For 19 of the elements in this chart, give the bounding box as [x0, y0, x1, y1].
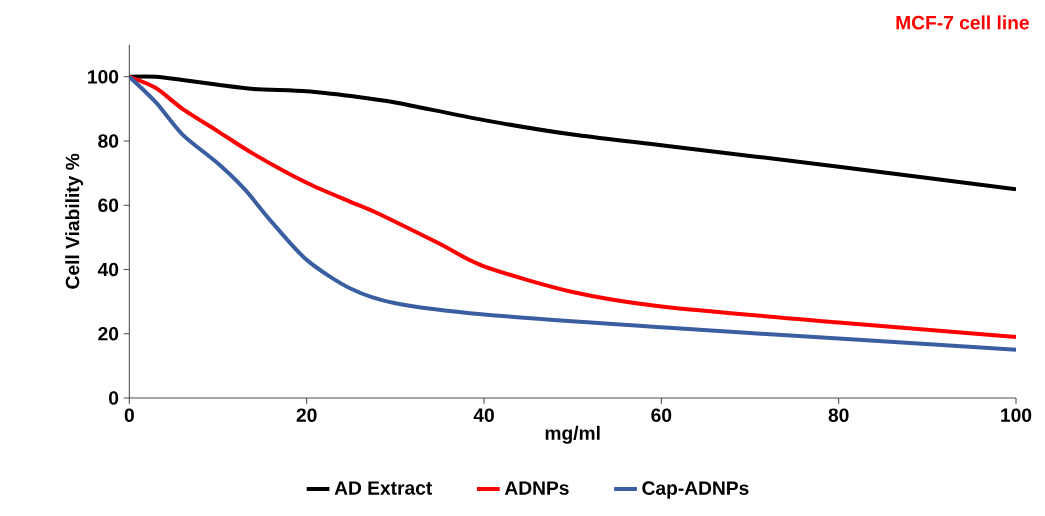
x-tick-label: 80: [828, 408, 849, 422]
legend-label: AD Extract: [334, 481, 433, 495]
y-axis-title: Cell Viability %: [65, 153, 84, 289]
x-tick-label: 100: [1001, 408, 1032, 422]
x-tick-label: 60: [651, 408, 672, 422]
y-tick-label: 40: [97, 262, 119, 277]
legend-label: Cap-ADNPs: [642, 481, 749, 499]
y-tick-label: 100: [88, 69, 119, 84]
x-tick-label: 20: [296, 408, 317, 422]
y-tick-label: 20: [98, 326, 119, 341]
x-tick-label: 0: [124, 408, 134, 422]
x-tick-label: 40: [473, 408, 494, 422]
legend-label: ADNPs: [504, 481, 569, 495]
y-tick-label: 0: [109, 391, 119, 405]
line-series: [129, 74, 1016, 192]
chart-title: MCF-7 cell line: [896, 15, 1029, 30]
y-tick-label: 60: [98, 198, 119, 213]
x-axis-title: mg/ml: [545, 425, 600, 444]
y-tick-label: 80: [98, 134, 119, 148]
